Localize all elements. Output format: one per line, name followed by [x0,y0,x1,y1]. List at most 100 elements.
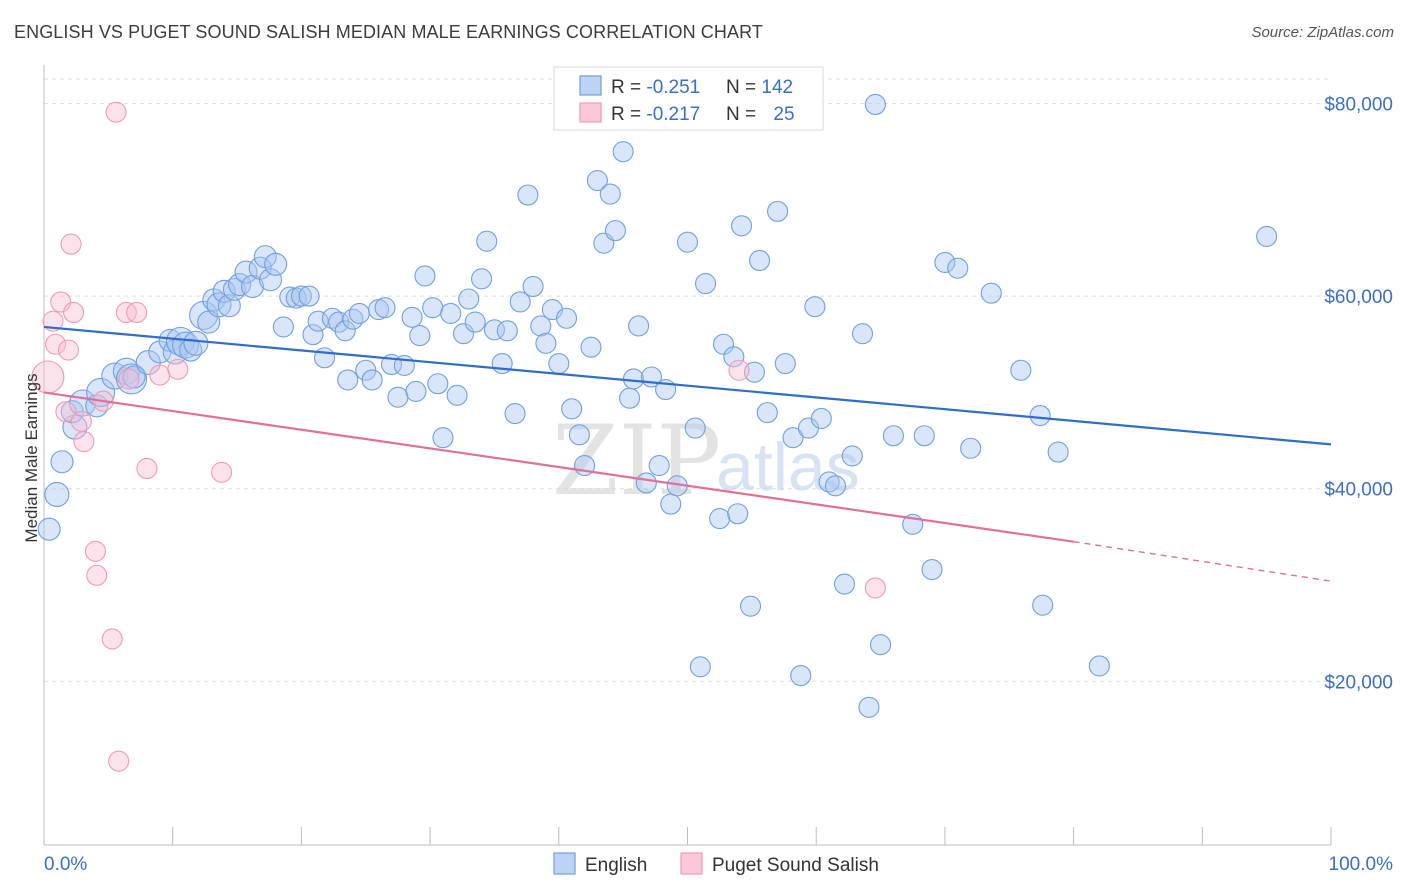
english-n-row: N = 142 [726,77,793,98]
legend-swatch-english [553,852,576,875]
english-point-68 [476,230,498,252]
english-point-37 [290,285,312,307]
english-point-135 [1010,359,1032,381]
english-point-104 [712,333,735,355]
y-axis-title: Median Male Earnings [22,373,41,542]
english-point-30 [248,256,272,280]
english-point-77 [535,332,557,354]
english-point-115 [790,664,812,687]
axes [43,65,1332,846]
english-point-40 [307,310,329,332]
english-point-82 [568,424,590,446]
salish-point-17 [118,368,140,390]
salish-trend-line [43,391,1074,543]
english-point-106 [727,503,749,525]
salish-point-1 [42,310,64,332]
english-point-105 [723,346,745,368]
salish-point-10 [84,540,107,562]
salish-point-4 [55,401,77,423]
english-point-117 [804,296,826,318]
english-trend-line [43,325,1332,446]
english-point-121 [833,573,856,595]
english-point-95 [648,455,670,477]
salish-point-23 [728,359,750,381]
salish-point-6 [60,233,82,255]
english-r-label: R = [611,77,646,98]
english-point-80 [555,307,578,329]
english-point-19 [183,330,209,356]
salish-point-5 [57,339,80,361]
english-point-51 [374,297,396,319]
english-points [37,93,1278,718]
english-point-125 [864,93,886,116]
salish-point-2 [45,333,67,355]
english-point-127 [882,425,904,447]
english-point-93 [635,472,657,494]
english-point-0 [37,517,61,541]
salish-point-11 [86,564,108,586]
english-stat-swatch [579,75,602,96]
english-point-73 [509,291,531,313]
salish-n-value: 25 [773,104,794,125]
english-point-122 [841,445,863,467]
salish-r-value: -0.217 [646,104,700,125]
english-r-value: -0.251 [646,77,700,98]
salish-stat-swatch [579,102,602,123]
salish-point-18 [126,301,148,324]
watermark-zip: ZIP [552,405,721,517]
english-point-101 [689,656,711,678]
english-point-43 [328,311,350,333]
y-tick-label-1: $40,000 [1324,480,1393,501]
english-point-108 [740,595,762,617]
english-point-129 [913,425,935,447]
english-point-111 [756,402,778,424]
stats-legend-box: R = -0.251 N = 142 R = -0.217 N = 25 [553,66,824,131]
chart-title: ENGLISH VS PUGET SOUND SALISH MEDIAN MAL… [14,22,763,42]
english-point-97 [660,493,682,515]
series-legend: English Puget Sound Salish [553,852,879,876]
y-tick-label-2: $60,000 [1324,287,1393,308]
english-point-112 [767,200,789,222]
salish-point-8 [70,410,92,432]
english-point-53 [387,386,409,408]
english-point-87 [599,183,621,205]
salish-point-22 [211,461,233,483]
english-point-136 [1029,404,1051,427]
salish-n-label: N = [726,104,761,125]
y-tick-label-0: $20,000 [1324,672,1393,693]
english-point-118 [810,407,832,429]
legend-label-english: English [585,855,647,876]
english-point-139 [1088,655,1110,677]
english-point-81 [561,398,583,420]
english-point-103 [709,508,731,530]
english-point-132 [947,257,969,279]
english-point-134 [980,282,1002,304]
english-point-47 [348,302,370,324]
english-point-102 [694,273,717,295]
english-point-44 [334,320,356,342]
english-point-41 [314,347,336,369]
english-point-23 [206,292,232,318]
english-point-130 [921,559,943,581]
english-n-label: N = [726,77,761,98]
english-point-66 [464,311,486,333]
english-point-61 [432,427,454,449]
english-point-119 [818,471,840,493]
english-point-99 [676,231,699,253]
english-point-56 [405,380,427,402]
trend-lines [43,325,1332,582]
y-tick-label-3: $80,000 [1324,95,1393,116]
english-point-62 [440,302,462,324]
english-stat-row: R = -0.251 [611,77,700,98]
english-point-124 [858,696,880,718]
english-point-131 [934,251,956,273]
english-point-79 [548,352,570,375]
english-point-63 [446,384,468,406]
salish-point-7 [63,301,85,324]
english-point-126 [869,634,892,656]
source-label: Source: ZipAtlas.com [1251,24,1394,41]
english-point-89 [612,141,634,163]
english-point-67 [471,268,493,290]
english-point-100 [684,417,706,439]
